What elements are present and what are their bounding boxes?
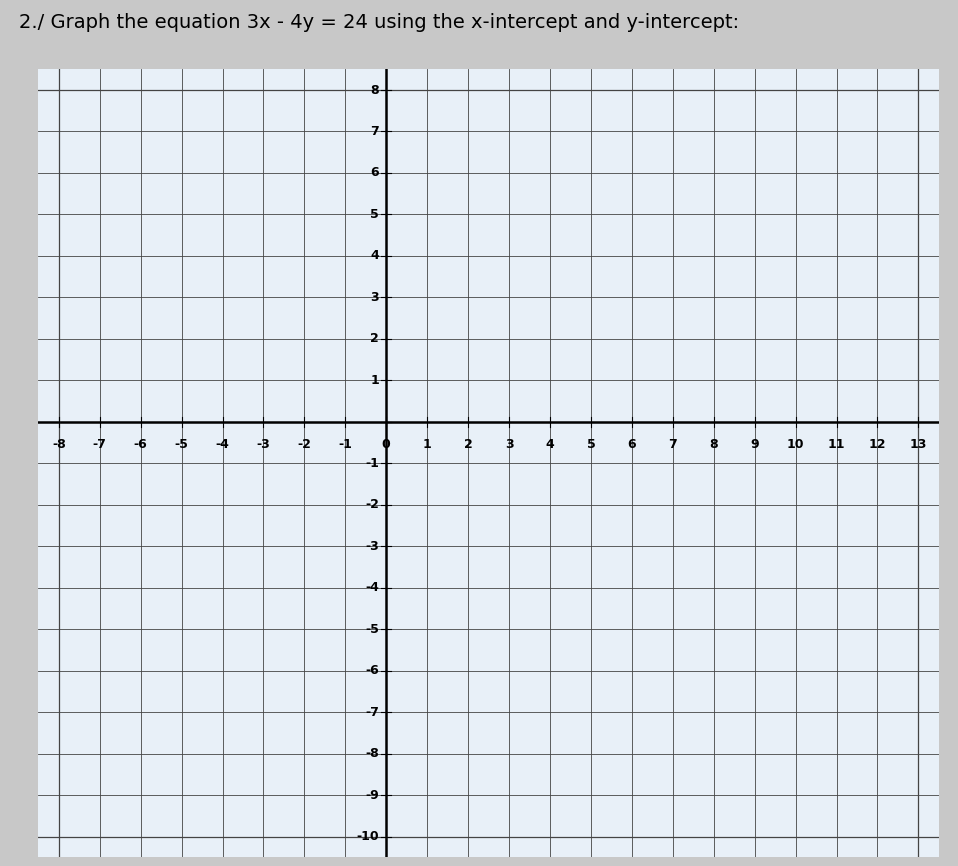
Text: 12: 12	[869, 437, 886, 450]
Text: -1: -1	[338, 437, 353, 450]
Text: 9: 9	[750, 437, 759, 450]
Text: 1: 1	[422, 437, 431, 450]
Text: 7: 7	[370, 125, 378, 138]
Text: -2: -2	[365, 498, 378, 511]
Text: 10: 10	[787, 437, 805, 450]
Text: 2: 2	[370, 333, 378, 346]
Text: -4: -4	[365, 581, 378, 594]
Text: 11: 11	[828, 437, 845, 450]
Text: 4: 4	[370, 249, 378, 262]
Text: -6: -6	[365, 664, 378, 677]
Text: -8: -8	[365, 747, 378, 760]
Text: -5: -5	[174, 437, 189, 450]
Text: 0: 0	[382, 437, 391, 450]
Text: 6: 6	[627, 437, 636, 450]
Text: -1: -1	[365, 456, 378, 470]
Text: 7: 7	[669, 437, 677, 450]
Text: 4: 4	[546, 437, 555, 450]
Text: -10: -10	[356, 830, 378, 843]
Text: -4: -4	[216, 437, 230, 450]
Text: 5: 5	[370, 208, 378, 221]
Text: -9: -9	[365, 789, 378, 802]
Text: 3: 3	[370, 291, 378, 304]
Text: -6: -6	[134, 437, 148, 450]
Text: 8: 8	[709, 437, 718, 450]
Text: -5: -5	[365, 623, 378, 636]
Text: 2./ Graph the equation 3x - 4y = 24 using the x-intercept and y-intercept:: 2./ Graph the equation 3x - 4y = 24 usin…	[19, 13, 740, 32]
Text: -7: -7	[93, 437, 106, 450]
Text: -3: -3	[257, 437, 270, 450]
Text: -2: -2	[297, 437, 311, 450]
Text: 1: 1	[370, 374, 378, 387]
Text: 2: 2	[464, 437, 472, 450]
Text: -7: -7	[365, 706, 378, 719]
Text: -3: -3	[365, 540, 378, 553]
Text: 6: 6	[370, 166, 378, 179]
Text: 3: 3	[505, 437, 513, 450]
Text: 13: 13	[910, 437, 927, 450]
Text: 5: 5	[586, 437, 595, 450]
Text: -8: -8	[52, 437, 66, 450]
Text: 8: 8	[370, 83, 378, 96]
